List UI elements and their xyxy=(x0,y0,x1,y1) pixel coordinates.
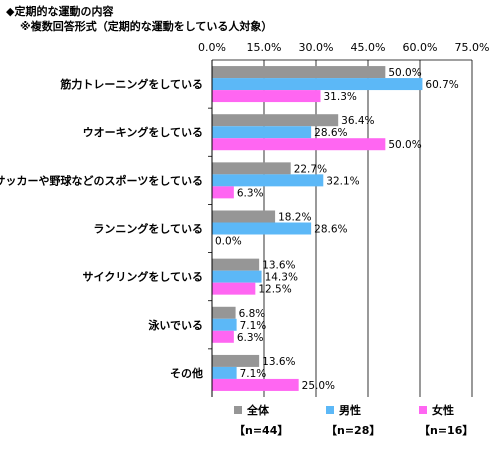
x-tick-label: 45.0% xyxy=(351,41,386,54)
data-label: 6.3% xyxy=(237,332,264,344)
data-label: 31.3% xyxy=(324,91,357,103)
bar xyxy=(212,306,236,319)
chart-subtitle: ※複数回答形式（定期的な運動をしている人対象） xyxy=(20,20,273,33)
data-label: 28.6% xyxy=(314,127,347,139)
bar xyxy=(212,222,312,235)
category-label: 筋力トレーニングをしている xyxy=(59,77,203,91)
bar xyxy=(212,330,234,343)
legend-swatch xyxy=(419,406,427,414)
data-label: 36.4% xyxy=(341,115,374,127)
bar xyxy=(212,258,260,271)
data-label: 25.0% xyxy=(302,380,335,392)
bar xyxy=(212,174,324,187)
x-tick-label: 60.0% xyxy=(403,41,438,54)
category-label: ランニングをしている xyxy=(93,222,203,236)
data-label: 50.0% xyxy=(388,139,421,151)
data-label: 32.1% xyxy=(326,175,359,187)
bar xyxy=(212,114,339,127)
bar xyxy=(212,186,234,199)
bar xyxy=(212,354,260,367)
bar xyxy=(212,282,256,295)
x-tick-label: 75.0% xyxy=(455,41,490,54)
data-label: 13.6% xyxy=(262,356,295,368)
bar xyxy=(212,90,321,103)
legend-label: 全体 xyxy=(246,403,270,417)
bar xyxy=(212,78,423,91)
data-label: 22.7% xyxy=(294,163,327,175)
bar xyxy=(212,318,237,331)
bar xyxy=(212,366,237,379)
data-label: 12.5% xyxy=(258,284,291,296)
data-label: 0.0% xyxy=(215,236,242,248)
bar xyxy=(212,138,386,151)
bar xyxy=(212,378,299,391)
data-label: 60.7% xyxy=(425,79,458,91)
data-label: 50.0% xyxy=(388,67,421,79)
legend-label: 女性 xyxy=(432,403,454,417)
category-label: サイクリングをしている xyxy=(83,270,203,284)
x-tick-label: 0.0% xyxy=(198,41,226,54)
x-tick-label: 30.0% xyxy=(299,41,334,54)
bar xyxy=(212,270,262,283)
legend-swatch xyxy=(326,406,334,414)
data-label: 28.6% xyxy=(314,224,347,236)
x-tick-label: 15.0% xyxy=(247,41,282,54)
chart-title: ◆定期的な運動の内容 xyxy=(6,5,114,18)
legend-label: 男性 xyxy=(339,403,361,417)
bar xyxy=(212,126,312,139)
legend-count: 【n=28】 xyxy=(326,424,380,437)
bar xyxy=(212,66,386,79)
bar xyxy=(212,162,291,175)
legend-swatch xyxy=(234,406,242,414)
legend-count: 【n=16】 xyxy=(419,424,473,437)
category-label: サッカーや野球などのスポーツをしている xyxy=(0,173,203,187)
data-label: 18.2% xyxy=(278,212,311,224)
data-label: 14.3% xyxy=(265,272,298,284)
category-label: その他 xyxy=(170,366,203,380)
data-label: 7.1% xyxy=(240,320,267,332)
legend-count: 【n=44】 xyxy=(234,424,288,437)
bar xyxy=(212,210,276,223)
data-label: 13.6% xyxy=(262,260,295,272)
data-label: 6.8% xyxy=(239,308,266,320)
data-label: 6.3% xyxy=(237,187,264,199)
data-label: 7.1% xyxy=(240,368,267,380)
category-label: ウオーキングをしている xyxy=(83,125,203,139)
category-label: 泳いでいる xyxy=(148,318,203,332)
